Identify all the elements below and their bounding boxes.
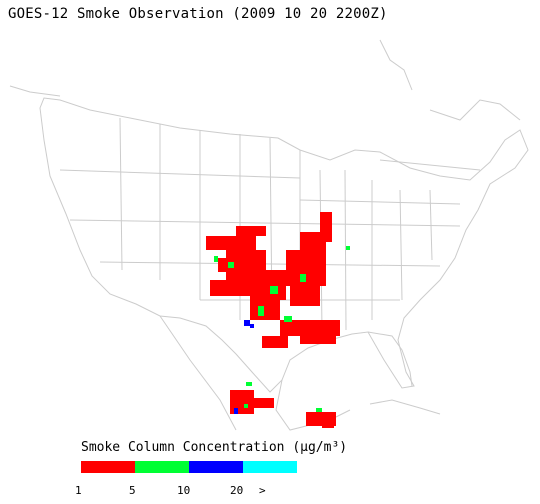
smoke-patch: [250, 300, 280, 320]
smoke-pixels: [206, 212, 340, 428]
legend-tick: 5: [129, 484, 136, 497]
smoke-patch: [300, 326, 336, 344]
color-swatch-1-5: [81, 461, 135, 473]
color-swatch-10-20: [189, 461, 243, 473]
mexico-outline: [159, 315, 351, 431]
smoke-patch: [262, 336, 288, 348]
smoke-patch: [206, 236, 256, 250]
smoke-patch: [322, 422, 334, 428]
smoke-patch: [236, 226, 266, 236]
smoke-patch: [250, 270, 286, 300]
legend-tick: >: [259, 484, 266, 497]
smoke-pixels-green: [214, 246, 350, 412]
smoke-pixels-blue: [234, 320, 254, 414]
smoke-patch: [230, 390, 254, 414]
florida-outline: [367, 331, 413, 387]
conus-outline: [39, 97, 529, 393]
color-swatch-5-10: [135, 461, 189, 473]
state-boundaries: [9, 39, 529, 431]
legend-tick: 10: [177, 484, 191, 497]
smoke-patch: [290, 286, 320, 306]
color-swatch-20-plus: [243, 461, 297, 473]
smoke-patch: [300, 232, 326, 252]
map-title: GOES-12 Smoke Observation (2009 10 20 22…: [8, 6, 388, 22]
legend-tick: 20: [230, 484, 244, 497]
canada-outline: [9, 39, 521, 121]
smoke-patch: [320, 212, 332, 242]
color-scale: [81, 461, 297, 473]
cuba-outline: [369, 399, 441, 415]
smoke-patch: [254, 398, 274, 408]
legend-tick: 1: [75, 484, 82, 497]
legend-title: Smoke Column Concentration (μg/m³): [81, 440, 348, 455]
